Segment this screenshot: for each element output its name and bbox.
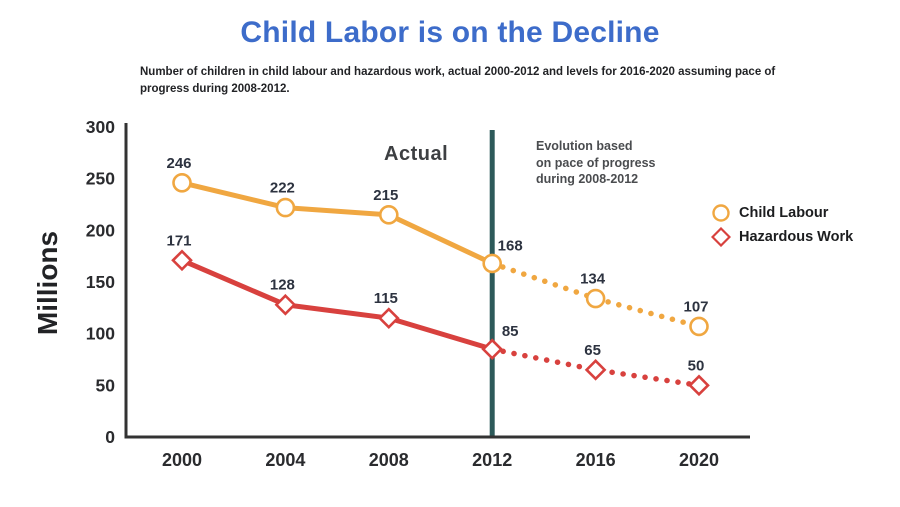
data-point-marker-0 xyxy=(482,253,503,274)
data-point-label-0: 222 xyxy=(270,180,295,197)
y-tick-label: 200 xyxy=(86,220,115,240)
y-tick-label: 100 xyxy=(86,324,115,344)
data-point-label-0: 215 xyxy=(373,187,398,204)
x-tick-label: 2004 xyxy=(265,450,305,470)
data-point-marker-1 xyxy=(274,293,297,316)
data-point-marker-1 xyxy=(481,338,504,361)
data-point-label-0: 134 xyxy=(580,271,606,288)
evolution-annotation: Evolution based on pace of progress duri… xyxy=(536,138,655,188)
legend-label-hazardous-work: Hazardous Work xyxy=(739,229,854,245)
y-tick-label: 0 xyxy=(105,427,115,447)
legend-item-child-labour: Child Labour xyxy=(711,203,853,223)
legend-swatch-diamond xyxy=(711,227,731,247)
data-point-marker-0 xyxy=(585,288,606,309)
child-labour-circle-icon xyxy=(712,204,730,222)
data-point-marker-0 xyxy=(275,197,296,218)
x-tick-label: 2008 xyxy=(369,450,409,470)
legend-label-child-labour: Child Labour xyxy=(739,205,829,221)
data-point-label-1: 85 xyxy=(502,323,519,340)
data-point-label-1: 128 xyxy=(270,277,295,294)
y-tick-label: 150 xyxy=(86,272,115,292)
data-point-label-0: 246 xyxy=(166,155,191,172)
data-point-marker-0 xyxy=(378,205,399,225)
y-tick-label: 300 xyxy=(86,117,115,137)
series-line-dotted-1 xyxy=(489,346,702,389)
actual-annotation: Actual xyxy=(384,143,449,165)
data-point-label-1: 171 xyxy=(166,232,191,249)
data-point-marker-0 xyxy=(689,316,709,337)
data-point-marker-1 xyxy=(584,358,607,381)
subtitle-line-2: progress during 2008-2012. xyxy=(140,83,290,96)
x-tick-label: 2016 xyxy=(576,450,616,470)
x-tick-label: 2000 xyxy=(162,450,202,470)
evolution-note-line-3: during 2008-2012 xyxy=(536,172,639,186)
chart-subtitle: Number of children in child labour and h… xyxy=(140,64,800,99)
y-tick-label: 50 xyxy=(96,375,116,395)
hazardous-work-diamond-icon xyxy=(711,227,731,247)
data-point-label-0: 107 xyxy=(683,298,708,315)
legend-item-hazardous-work: Hazardous Work xyxy=(711,227,853,247)
x-tick-label: 2020 xyxy=(679,450,719,470)
evolution-note-line-2: on pace of progress xyxy=(536,155,656,170)
x-tick-label: 2012 xyxy=(472,450,512,470)
legend: Child Labour Hazardous Work xyxy=(711,203,853,247)
data-point-marker-1 xyxy=(688,374,710,397)
evolution-note-line-1: Evolution based xyxy=(536,139,633,153)
data-point-marker-1 xyxy=(377,307,400,330)
data-point-label-0: 168 xyxy=(498,237,523,254)
page-title: Child Labor is on the Decline xyxy=(240,16,660,49)
data-point-marker-0 xyxy=(172,173,192,193)
legend-swatch-circle xyxy=(712,204,730,222)
data-point-label-1: 115 xyxy=(374,290,398,307)
data-point-label-1: 65 xyxy=(584,342,601,359)
data-point-label-1: 50 xyxy=(688,357,705,374)
subtitle-line-1: Number of children in child labour and h… xyxy=(140,66,776,78)
y-tick-label: 250 xyxy=(86,169,115,189)
data-point-marker-1 xyxy=(171,249,193,272)
series-line-solid-0 xyxy=(179,180,495,266)
series-line-solid-1 xyxy=(179,257,495,352)
